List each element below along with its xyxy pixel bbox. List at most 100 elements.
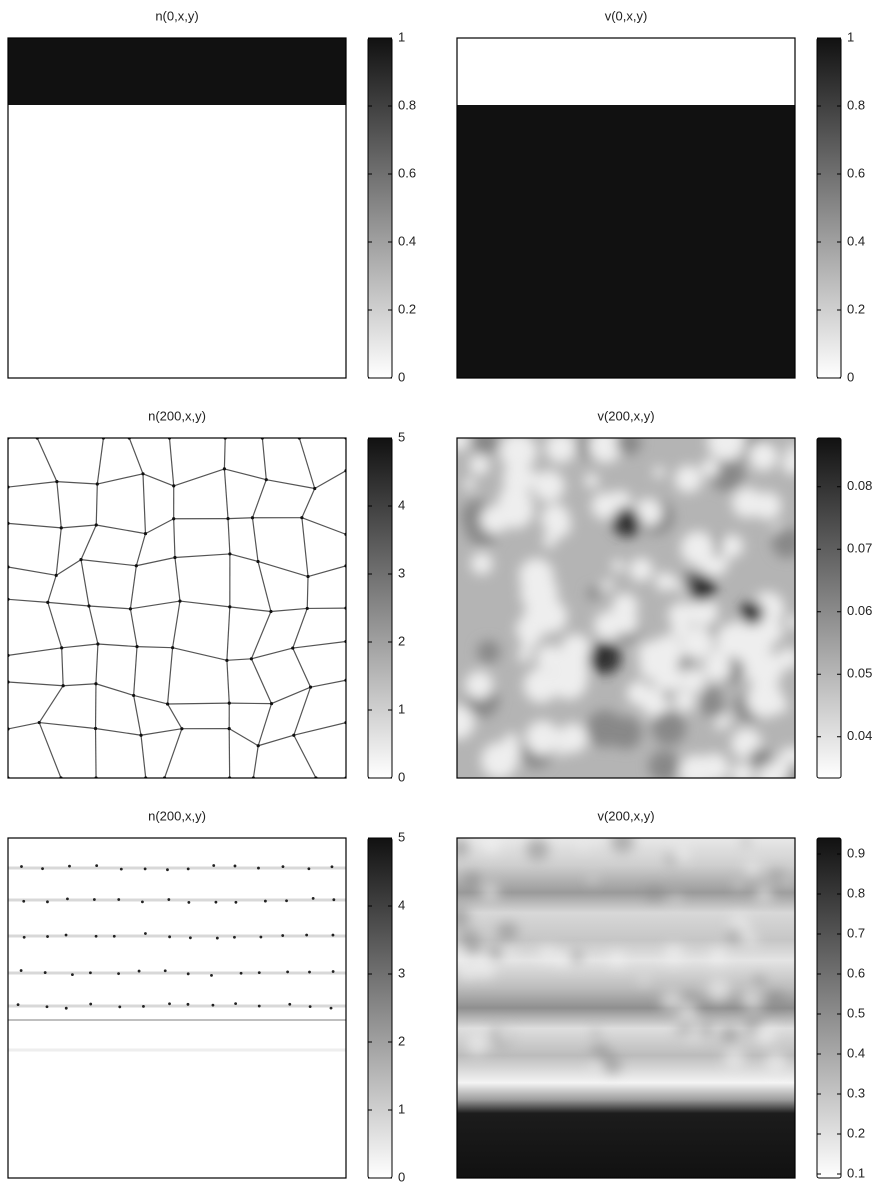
field [8, 838, 346, 1178]
blob [650, 659, 679, 688]
colorbar-tick-label: 0.1 [847, 1165, 865, 1180]
front-dot [120, 868, 123, 871]
colorbar-tick-label: 0.6 [847, 165, 865, 180]
colorbar-tick-label: 0.2 [847, 301, 865, 316]
cell-edge [224, 438, 225, 469]
colorbar-tick-label: 0.04 [847, 728, 872, 743]
colorbar [817, 38, 841, 378]
panel: n(200,x,y)012345 [6, 408, 405, 784]
blob [674, 691, 695, 712]
colorbar-tick-label: 0.4 [847, 233, 865, 248]
blob [446, 905, 469, 928]
cell-node [62, 684, 65, 687]
colorbar [368, 38, 392, 378]
cell-node [95, 523, 98, 526]
blob [755, 1025, 775, 1045]
blob [613, 509, 641, 537]
panel-title: n(0,x,y) [155, 8, 198, 23]
front-dot [258, 971, 261, 974]
blob [463, 478, 475, 490]
colorbar-tick-label: 0.06 [847, 603, 872, 618]
blob [663, 690, 673, 700]
cell-node [135, 564, 138, 567]
cell-node [173, 556, 176, 559]
blob [590, 1058, 602, 1070]
cell-node [228, 702, 231, 705]
heatmap-image [457, 38, 795, 378]
blob [772, 527, 803, 558]
front-dot [95, 864, 98, 867]
cell-node [79, 558, 82, 561]
blob [477, 640, 500, 663]
front-dot [41, 867, 44, 870]
blob [463, 929, 474, 940]
colorbar-tick-label: 1 [847, 29, 854, 44]
colorbar-tick-label: 0 [398, 769, 405, 784]
blob [450, 838, 469, 857]
cell-node [223, 467, 226, 470]
figure: n(0,x,y)00.20.40.60.81v(0,x,y)00.20.40.6… [0, 0, 895, 1193]
colorbar-tick-label: 1 [398, 1101, 405, 1116]
cell-node [306, 575, 309, 578]
blob [755, 885, 773, 903]
colorbar-tick-label: 0.5 [847, 1005, 865, 1020]
panel: v(200,x,y)0.10.20.30.40.50.60.70.80.9 [446, 808, 865, 1180]
panel-title: n(200,x,y) [148, 408, 206, 423]
colorbar-tick-label: 0.3 [847, 1085, 865, 1100]
front-dot [330, 1007, 333, 1010]
front-dot [212, 1004, 215, 1007]
colorbar-tick-label: 0 [847, 369, 854, 384]
front-dot [22, 900, 25, 903]
heatmap-image [446, 829, 795, 1178]
cell-node [269, 610, 272, 613]
colorbar-tick-label: 0.2 [398, 301, 416, 316]
blob [467, 1034, 488, 1055]
front-dot [234, 1002, 237, 1005]
front-dot [65, 1007, 68, 1010]
blob [642, 642, 658, 658]
front-dot [46, 1005, 49, 1008]
front-dot [168, 1002, 171, 1005]
front-dot [46, 900, 49, 903]
blob [652, 711, 686, 745]
cell-node [313, 487, 316, 490]
blob [655, 572, 674, 591]
cell-node [228, 552, 231, 555]
panel: v(0,x,y)00.20.40.60.81 [457, 8, 865, 384]
cell-node [129, 607, 132, 610]
heatmap-image [8, 38, 346, 378]
cell-node [300, 516, 303, 519]
blob [472, 428, 499, 455]
cell-node [144, 532, 147, 535]
colorbar-tick-label: 3 [398, 565, 405, 580]
colorbar-tick-label: 4 [398, 497, 405, 512]
colorbar-tick-label: 3 [398, 965, 405, 980]
cell-node [180, 727, 183, 730]
cell-node [96, 642, 99, 645]
colorbar-tick-label: 0.2 [847, 1125, 865, 1140]
colorbar-tick-label: 4 [398, 897, 405, 912]
blob [525, 721, 559, 755]
blob [753, 975, 765, 987]
front-dot [332, 898, 335, 901]
cell-node [251, 516, 254, 519]
heatmap-image [440, 423, 808, 791]
front-dot [166, 868, 169, 871]
blob [721, 1026, 740, 1045]
colorbar-tick-label: 0.6 [847, 965, 865, 980]
panel-title: v(200,x,y) [597, 408, 654, 423]
blob [612, 560, 625, 573]
colorbar-tick-label: 0 [398, 369, 405, 384]
front-dot [20, 865, 23, 868]
cell-node [292, 734, 295, 737]
cell-node [309, 686, 312, 689]
front-dot [233, 936, 236, 939]
colorbar-tick-label: 0.4 [847, 1045, 865, 1060]
front-dot [71, 973, 74, 976]
front-dot [167, 898, 170, 901]
front-dot [168, 935, 171, 938]
cell-edge [307, 577, 308, 609]
blob [504, 947, 515, 958]
blob [481, 883, 499, 901]
colorbar-tick-label: 0.8 [847, 885, 865, 900]
